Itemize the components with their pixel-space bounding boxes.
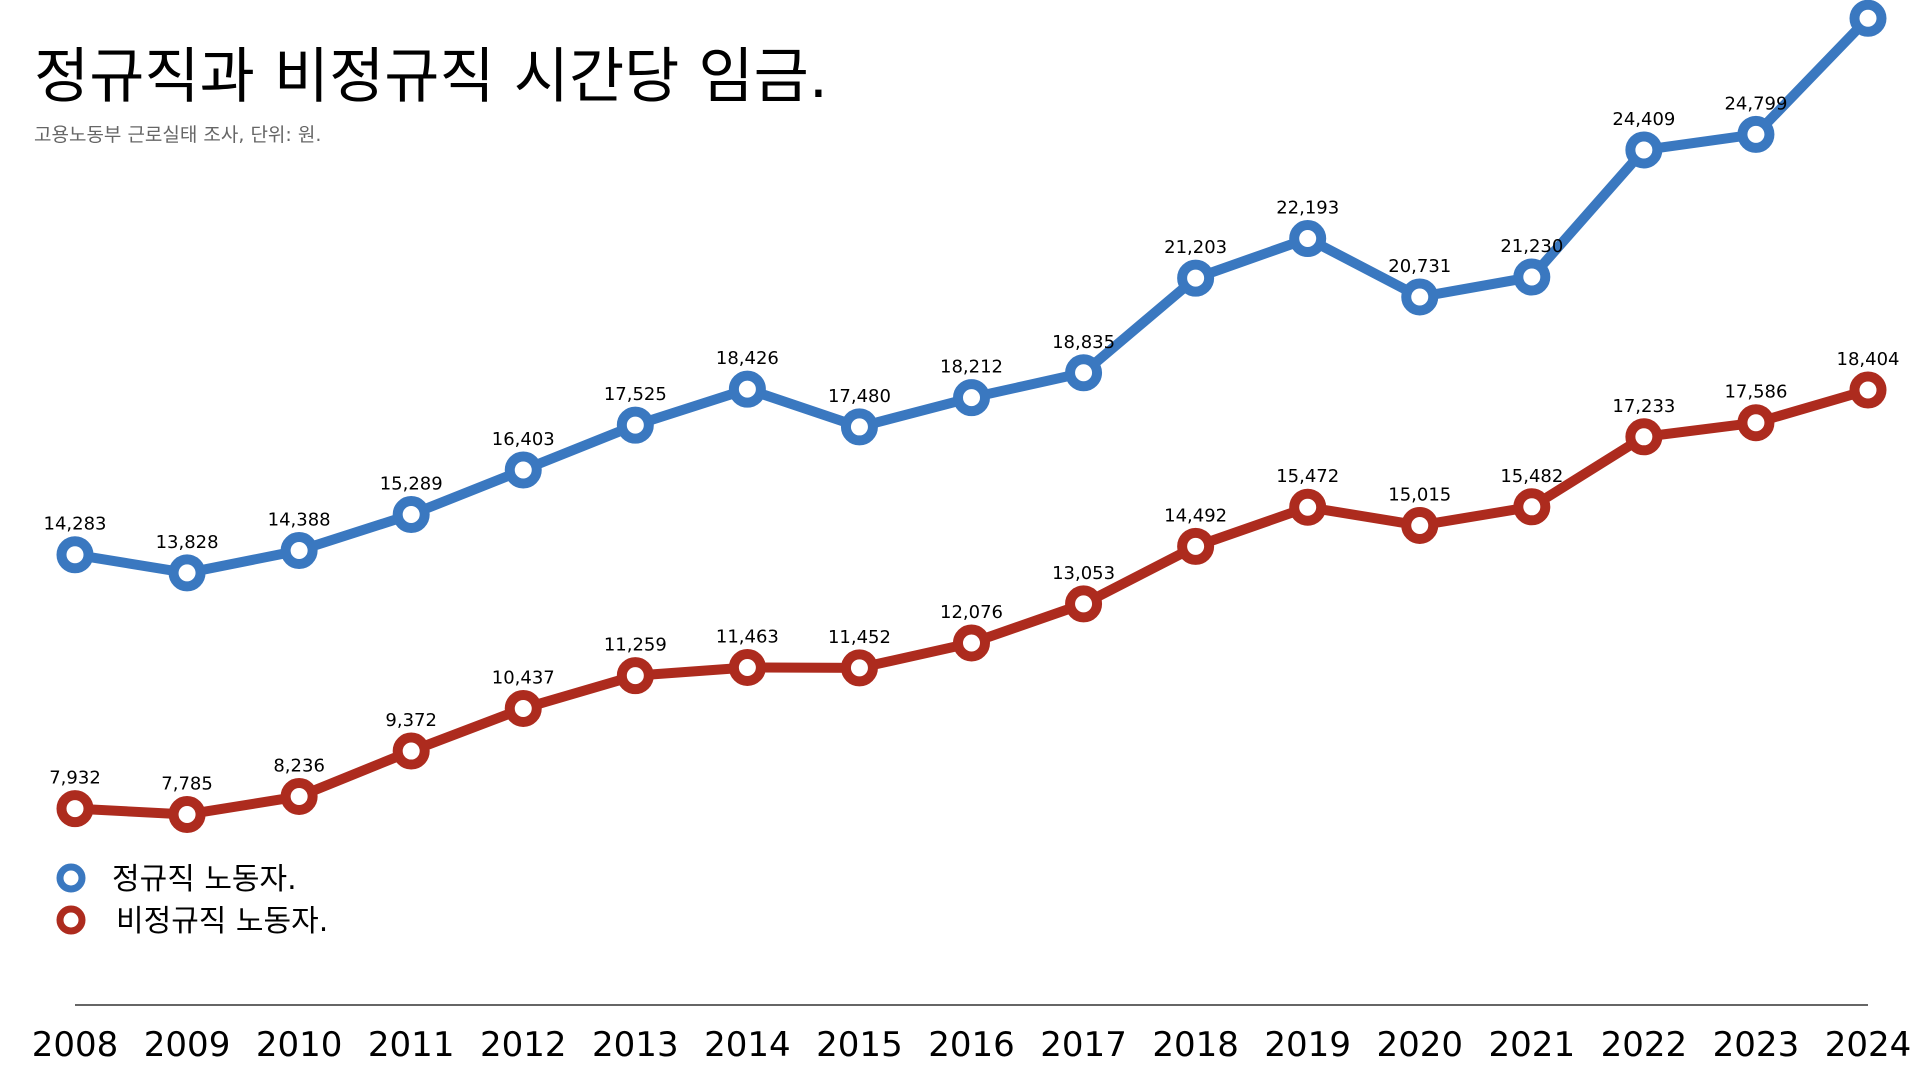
x-tick-label-2012: 2012 [480, 1025, 567, 1065]
x-tick-label-2020: 2020 [1376, 1025, 1463, 1065]
data-label-regular-2016: 18,212 [940, 357, 1003, 378]
x-tick-label-2015: 2015 [816, 1025, 903, 1065]
data-label-regular-2014: 18,426 [716, 348, 779, 369]
data-point-irregular-2011 [392, 732, 430, 770]
data-point-irregular-2008 [56, 790, 94, 828]
data-point-irregular-2014 [728, 648, 766, 686]
x-tick-label-2016: 2016 [928, 1025, 1015, 1065]
data-point-irregular-2021 [1513, 488, 1551, 526]
data-point-irregular-2010 [280, 777, 318, 815]
data-point-irregular-2016 [953, 624, 990, 662]
data-label-irregular-2024: 18,404 [1837, 349, 1900, 370]
data-point-irregular-2017 [1065, 585, 1103, 623]
data-label-regular-2023: 24,799 [1724, 93, 1787, 114]
chart-title: 정규직과 비정규직 시간당 임금. [34, 42, 828, 112]
chart-subtitle: 고용노동부 근로실태 조사, 단위: 원. [34, 124, 321, 146]
data-point-regular-2022 [1625, 131, 1663, 169]
data-point-irregular-2024 [1849, 371, 1887, 409]
data-label-irregular-2015: 11,452 [828, 627, 891, 648]
data-label-regular-2008: 14,283 [44, 514, 107, 535]
data-point-irregular-2015 [840, 649, 878, 687]
data-point-irregular-2019 [1289, 488, 1327, 526]
data-point-regular-2017 [1065, 354, 1103, 392]
data-point-regular-2012 [504, 451, 542, 489]
data-point-regular-2023 [1737, 115, 1775, 153]
data-point-irregular-2022 [1625, 418, 1663, 456]
data-point-regular-2021 [1513, 258, 1551, 296]
data-label-regular-2010: 14,388 [268, 510, 331, 531]
series-layer: 14,283 13,828 14,388 15,289 16,403 17,525 18,4… [44, 0, 1900, 833]
data-point-regular-2008 [56, 536, 94, 574]
data-point-regular-2020 [1401, 278, 1439, 316]
data-label-regular-2017: 18,835 [1052, 332, 1115, 353]
data-point-irregular-2020 [1401, 506, 1439, 544]
data-label-regular-2012: 16,403 [492, 429, 555, 450]
x-tick-label-2013: 2013 [592, 1025, 679, 1065]
data-label-regular-2011: 15,289 [380, 474, 443, 495]
data-label-irregular-2008: 7,932 [49, 768, 101, 789]
series-irregular: 7,932 7,785 8,236 9,372 10,437 11,259 11,463 11… [49, 349, 1900, 833]
legend-item-irregular: 비정규직 노동자. [56, 904, 328, 939]
data-label-irregular-2018: 14,492 [1164, 505, 1227, 526]
data-point-regular-2011 [392, 496, 430, 534]
x-tick-label-2008: 2008 [32, 1025, 119, 1065]
data-label-regular-2019: 22,193 [1276, 198, 1339, 219]
data-label-regular-2021: 21,230 [1500, 236, 1563, 257]
data-label-irregular-2012: 10,437 [492, 667, 555, 688]
data-point-regular-2018 [1177, 259, 1215, 297]
legend-label-irregular: 비정규직 노동자. [116, 904, 328, 939]
data-point-irregular-2013 [616, 657, 654, 695]
data-point-regular-2010 [280, 532, 318, 570]
data-label-irregular-2011: 9,372 [385, 710, 437, 731]
data-label-regular-2015: 17,480 [828, 386, 891, 407]
x-tick-label-2014: 2014 [704, 1025, 791, 1065]
data-label-regular-2013: 17,525 [604, 384, 667, 405]
x-tick-label-2021: 2021 [1489, 1025, 1576, 1065]
data-point-regular-2014 [728, 370, 766, 408]
x-tick-label-2018: 2018 [1152, 1025, 1239, 1065]
data-point-irregular-2018 [1177, 527, 1215, 565]
data-label-irregular-2014: 11,463 [716, 626, 779, 647]
data-point-irregular-2023 [1737, 404, 1775, 442]
x-tick-label-2024: 2024 [1825, 1025, 1912, 1065]
data-label-irregular-2010: 8,236 [273, 755, 325, 776]
x-tick-label-2011: 2011 [368, 1025, 455, 1065]
data-point-regular-2013 [616, 406, 654, 444]
data-point-regular-2009 [168, 554, 206, 592]
data-point-regular-2015 [840, 408, 878, 446]
x-axis-ticks: 2008 2009 2010 2011 2012 2013 2014 2015 2016 2017… [32, 1025, 1912, 1065]
legend-item-regular: 정규직 노동자. [56, 862, 297, 897]
x-tick-label-2023: 2023 [1713, 1025, 1800, 1065]
data-label-irregular-2021: 15,482 [1500, 466, 1563, 487]
legend-marker-irregular [56, 905, 86, 935]
data-label-irregular-2022: 17,233 [1612, 396, 1675, 417]
data-point-irregular-2009 [168, 795, 206, 833]
data-label-irregular-2013: 11,259 [604, 635, 667, 656]
legend-label-regular: 정규직 노동자. [112, 862, 297, 897]
data-label-irregular-2016: 12,076 [940, 602, 1003, 623]
data-label-irregular-2020: 15,015 [1388, 484, 1451, 505]
series-regular: 14,283 13,828 14,388 15,289 16,403 17,525 18,4… [44, 0, 1887, 592]
x-tick-label-2017: 2017 [1040, 1025, 1127, 1065]
x-tick-label-2019: 2019 [1264, 1025, 1351, 1065]
data-label-regular-2009: 13,828 [156, 532, 219, 553]
data-label-irregular-2017: 13,053 [1052, 563, 1115, 584]
data-label-irregular-2009: 7,785 [161, 773, 213, 794]
data-label-irregular-2023: 17,586 [1724, 382, 1787, 403]
data-point-regular-2016 [953, 379, 990, 417]
legend: 정규직 노동자. 비정규직 노동자. [56, 862, 328, 939]
data-point-irregular-2012 [504, 689, 542, 727]
data-label-regular-2018: 21,203 [1164, 237, 1227, 258]
legend-marker-regular [56, 863, 86, 893]
x-tick-label-2009: 2009 [144, 1025, 231, 1065]
data-label-regular-2022: 24,409 [1612, 109, 1675, 130]
data-label-irregular-2019: 15,472 [1276, 466, 1339, 487]
data-label-regular-2020: 20,731 [1388, 256, 1451, 277]
data-point-regular-2019 [1289, 220, 1327, 258]
data-point-regular-2024 [1849, 0, 1887, 37]
x-tick-label-2022: 2022 [1601, 1025, 1688, 1065]
x-tick-label-2010: 2010 [256, 1025, 343, 1065]
